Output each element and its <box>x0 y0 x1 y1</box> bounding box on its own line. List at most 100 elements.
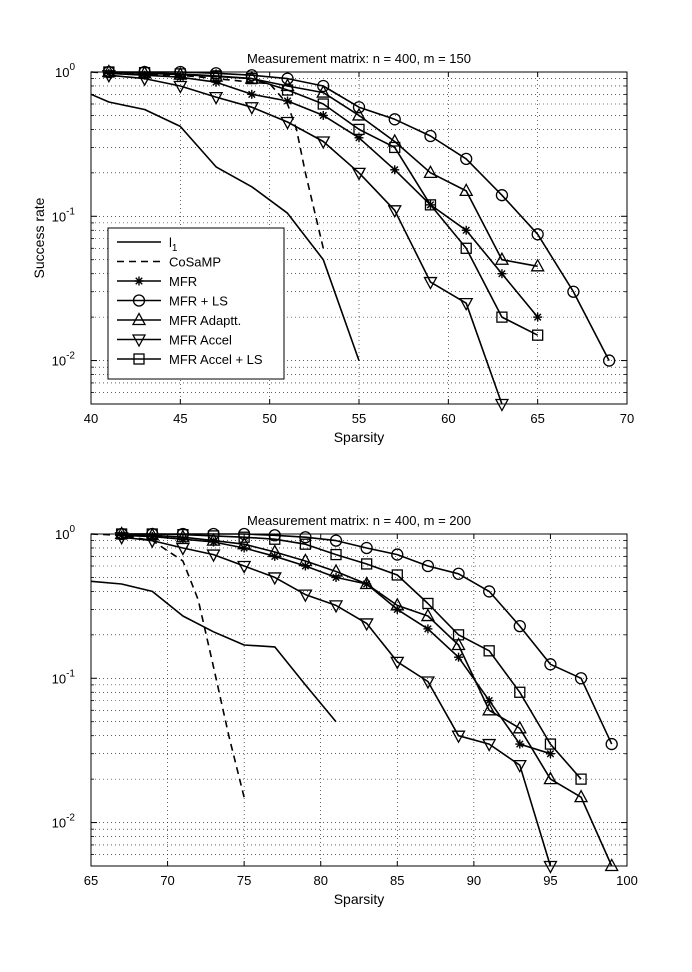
legend-item-l1: l1 <box>117 235 178 254</box>
data-point-mfr_accel_ls <box>138 66 151 79</box>
data-point-mfr_ls <box>424 129 437 143</box>
legend-label: MFR Accel + LS <box>169 352 263 367</box>
data-point-mfr_accel_ls <box>246 72 258 85</box>
data-point-mfr_accel_ls <box>281 84 294 96</box>
data-point-mfr_accel <box>494 398 510 412</box>
x-tick-label: 70 <box>160 873 174 888</box>
series-mfr_ls <box>115 527 618 751</box>
data-point-mfr_accel <box>328 600 344 614</box>
data-point-mfr <box>283 96 293 106</box>
data-point-mfr_accel <box>387 205 402 219</box>
data-point-mfr_ls <box>329 534 343 547</box>
x-tick-label: 90 <box>467 873 481 888</box>
data-point-mfr <box>533 312 543 322</box>
y-tick-label: 10-1 <box>52 206 76 224</box>
data-point-mfr_adapt <box>390 597 405 611</box>
legend-item-mfr_adapt: MFR Adaptt. <box>117 312 241 328</box>
data-point-mfr_accel <box>145 535 160 549</box>
data-point-mfr_accel_ls <box>330 548 342 561</box>
y-tick-label: 100 <box>55 62 75 80</box>
data-point-mfr <box>390 165 400 175</box>
x-tick-label: 60 <box>441 411 455 426</box>
series-line-cosamp <box>91 533 245 798</box>
data-point-mfr_accel <box>137 73 152 87</box>
series-line-mfr_accel_ls <box>121 533 582 780</box>
x-tick-label: 100 <box>616 873 638 888</box>
data-point-mfr <box>423 624 433 634</box>
data-point-mfr_ls <box>531 228 544 241</box>
data-point-mfr_accel <box>114 532 129 546</box>
data-point-mfr_accel_ls <box>353 123 365 136</box>
data-point-mfr_accel_ls <box>299 538 312 550</box>
x-axis-label: Sparsity <box>334 429 385 445</box>
series-mfr_accel <box>101 70 510 412</box>
data-point-mfr_accel_ls <box>544 738 557 750</box>
data-point-mfr_accel <box>267 572 282 586</box>
data-point-mfr_adapt <box>420 608 436 622</box>
data-point-mfr_accel_ls <box>177 528 189 541</box>
data-point-mfr_accel <box>420 676 436 690</box>
data-point-mfr_accel <box>359 618 374 632</box>
data-point-mfr_adapt <box>604 858 619 872</box>
data-point-mfr <box>545 749 555 759</box>
series-l1 <box>91 93 360 361</box>
legend-label: MFR Adaptt. <box>169 313 241 328</box>
series-line-mfr_ls <box>121 533 613 745</box>
data-point-mfr_adapt <box>482 702 497 716</box>
data-point-mfr_accel_ls <box>483 645 495 657</box>
legend-label: MFR + LS <box>169 294 228 309</box>
grid <box>91 534 627 866</box>
data-point-mfr_adapt <box>543 771 558 785</box>
data-point-mfr_accel_ls <box>424 199 437 211</box>
x-tick-label: 50 <box>262 411 276 426</box>
data-point-mfr_accel <box>459 298 474 312</box>
series-line-mfr_adapt <box>121 533 613 867</box>
data-point-mfr_adapt <box>206 532 221 546</box>
data-point-mfr_adapt <box>530 258 545 272</box>
data-point-mfr_accel <box>206 549 221 563</box>
data-point-mfr_adapt <box>512 720 527 734</box>
x-tick-label: 45 <box>173 411 187 426</box>
data-point-mfr_ls <box>452 567 465 580</box>
data-point-mfr_adapt <box>573 789 589 803</box>
data-point-mfr_accel_ls <box>452 629 465 641</box>
x-tick-label: 65 <box>84 873 98 888</box>
legend-item-mfr_accel_ls: MFR Accel + LS <box>117 352 263 367</box>
data-point-mfr_accel <box>280 116 295 130</box>
data-point-mfr_ls <box>513 619 526 633</box>
data-point-mfr_ls <box>388 113 401 126</box>
data-point-mfr <box>454 652 464 662</box>
legend-label: MFR Accel <box>169 333 232 348</box>
x-tick-label: 65 <box>530 411 544 426</box>
y-axis-label: Success rate <box>31 197 47 278</box>
data-point-mfr_ls <box>483 585 496 598</box>
series-line-cosamp <box>91 71 325 249</box>
data-point-mfr_adapt <box>359 576 374 590</box>
x-tick-label: 40 <box>84 411 98 426</box>
series-l1 <box>91 580 337 723</box>
data-point-mfr <box>461 225 471 235</box>
data-point-mfr_accel_ls <box>174 68 186 80</box>
data-point-mfr_ls <box>391 548 404 561</box>
data-point-mfr_accel <box>351 167 367 181</box>
data-point-mfr_adapt <box>387 133 402 147</box>
data-point-mfr_accel <box>208 91 224 105</box>
data-point-mfr <box>318 110 328 120</box>
series-mfr_accel <box>114 532 558 874</box>
data-point-mfr_adapt <box>298 553 313 567</box>
legend-item-mfr: MFR <box>117 274 197 289</box>
legend-marker <box>133 353 145 365</box>
data-point-mfr_ls <box>281 72 294 85</box>
legend-item-mfr_accel: MFR Accel <box>117 333 232 348</box>
legend-marker <box>134 276 144 286</box>
data-point-mfr_accel <box>175 542 190 556</box>
chart-1: 40 45 50 55 60 65 70 100 10-1 10-2 Measurement mat… <box>31 51 634 445</box>
chart-title: Measurement matrix: n = 400, m = 200 <box>247 513 471 528</box>
data-point-mfr_accel <box>298 589 313 603</box>
chart-2: 65 70 75 80 85 90 95 100 100 10-1 10-2 Measurement … <box>52 513 638 907</box>
data-point-mfr_ls <box>421 559 435 573</box>
y-tick-label: 10-2 <box>52 351 76 369</box>
data-point-mfr_accel <box>451 730 466 744</box>
